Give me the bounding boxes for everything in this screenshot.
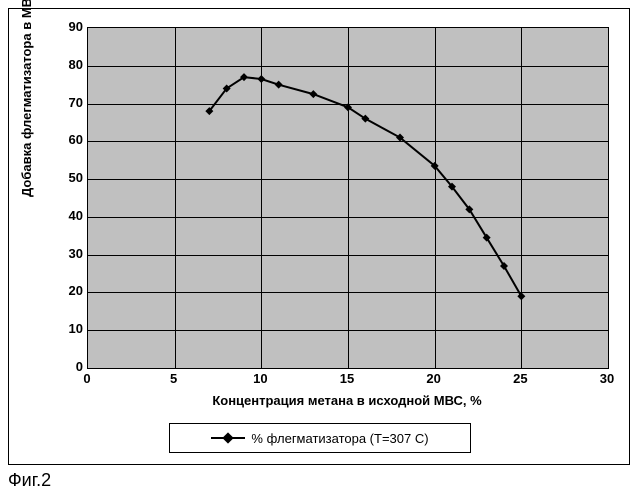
x-tick-label: 10: [245, 371, 275, 386]
gridline-v: [175, 28, 176, 368]
gridline-v: [435, 28, 436, 368]
x-tick-label: 15: [332, 371, 362, 386]
legend-label: % флегматизатора (Т=307 С): [251, 431, 428, 446]
figure-container: Добавка флегматизатора в МВС, % Концентр…: [0, 0, 638, 500]
plot-area: [87, 27, 609, 369]
y-tick-label: 10: [53, 321, 83, 336]
y-axis-title: Добавка флегматизатора в МВС, %: [19, 0, 34, 197]
y-tick-label: 40: [53, 208, 83, 223]
gridline-v: [261, 28, 262, 368]
y-tick-label: 50: [53, 170, 83, 185]
x-tick-label: 0: [72, 371, 102, 386]
diamond-icon: [223, 432, 234, 443]
y-tick-label: 90: [53, 19, 83, 34]
x-tick-label: 5: [159, 371, 189, 386]
marker-diamond-icon: [309, 90, 317, 98]
marker-diamond-icon: [275, 81, 283, 89]
gridline-v: [348, 28, 349, 368]
y-tick-label: 70: [53, 95, 83, 110]
x-tick-label: 25: [505, 371, 535, 386]
chart-frame: Добавка флегматизатора в МВС, % Концентр…: [8, 8, 630, 465]
x-tick-label: 30: [592, 371, 622, 386]
x-axis-title: Концентрация метана в исходной МВС, %: [87, 393, 607, 408]
series-line: [209, 77, 521, 296]
legend-sample-line: [211, 437, 245, 439]
figure-caption: Фиг.2: [8, 470, 51, 491]
y-tick-label: 30: [53, 246, 83, 261]
y-tick-label: 80: [53, 57, 83, 72]
y-tick-label: 60: [53, 132, 83, 147]
gridline-v: [521, 28, 522, 368]
x-tick-label: 20: [419, 371, 449, 386]
legend: % флегматизатора (Т=307 С): [169, 423, 471, 453]
y-tick-label: 20: [53, 283, 83, 298]
